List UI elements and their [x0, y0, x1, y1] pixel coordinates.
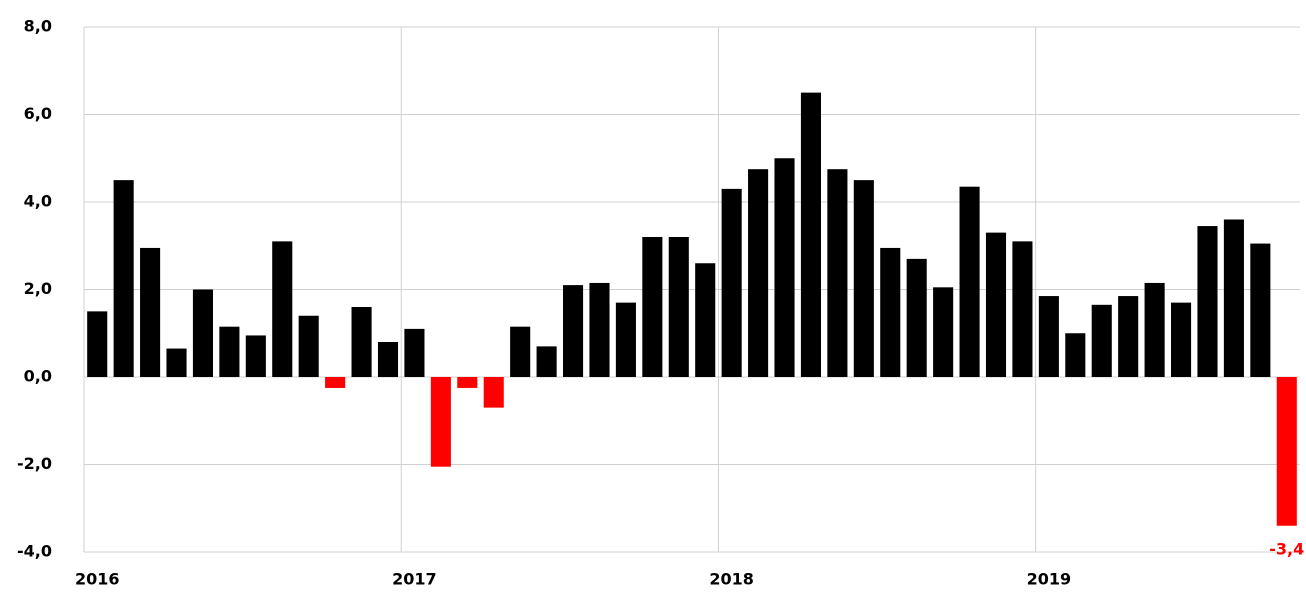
bar	[959, 186, 980, 377]
x-tick-label: 2019	[1027, 570, 1072, 589]
bar	[615, 302, 636, 377]
bar	[589, 282, 610, 377]
bar	[192, 289, 214, 377]
y-tick-label: -2,0	[17, 454, 52, 473]
bar	[113, 180, 134, 377]
bar	[562, 285, 584, 377]
bar	[140, 247, 161, 377]
bar	[1012, 241, 1033, 377]
y-tick-label: 0,0	[24, 367, 52, 386]
x-tick-label: 2018	[709, 570, 754, 589]
y-tick-label: -4,0	[17, 542, 52, 561]
bar	[721, 188, 742, 377]
bar	[1118, 296, 1139, 377]
bar	[748, 169, 769, 377]
bar	[536, 346, 557, 377]
bar	[985, 232, 1007, 377]
bar	[457, 377, 478, 388]
bar	[1091, 304, 1112, 377]
bar	[827, 169, 848, 377]
bar	[642, 237, 663, 377]
bar	[668, 237, 689, 377]
y-tick-label: 4,0	[24, 192, 52, 211]
bar	[695, 263, 716, 377]
bar	[510, 326, 531, 377]
bar	[800, 92, 822, 377]
bar	[906, 258, 927, 377]
bar	[1197, 226, 1218, 377]
bar	[1223, 219, 1244, 377]
bar	[272, 241, 293, 377]
bar	[351, 307, 372, 377]
bar	[404, 328, 425, 377]
bar	[1170, 302, 1192, 377]
y-tick-label: 6,0	[24, 104, 52, 123]
data-label: -3,4	[1269, 539, 1304, 558]
bar	[298, 315, 319, 377]
bar	[325, 377, 346, 388]
bar	[377, 342, 399, 377]
bar	[219, 326, 240, 377]
bar	[245, 335, 266, 377]
bar	[430, 377, 451, 467]
bar	[1276, 377, 1297, 526]
bar	[1038, 296, 1059, 377]
bar	[1250, 243, 1271, 377]
bar	[880, 247, 901, 377]
bar	[87, 311, 108, 377]
bar	[1065, 333, 1086, 377]
bar	[166, 348, 187, 377]
x-tick-label: 2016	[75, 570, 120, 589]
bar	[774, 158, 795, 377]
y-tick-label: 8,0	[24, 17, 52, 36]
bar	[483, 377, 504, 408]
bar	[933, 287, 954, 377]
x-tick-label: 2017	[392, 570, 437, 589]
bar	[853, 180, 874, 377]
y-tick-label: 2,0	[24, 279, 52, 298]
bar	[1144, 282, 1165, 377]
